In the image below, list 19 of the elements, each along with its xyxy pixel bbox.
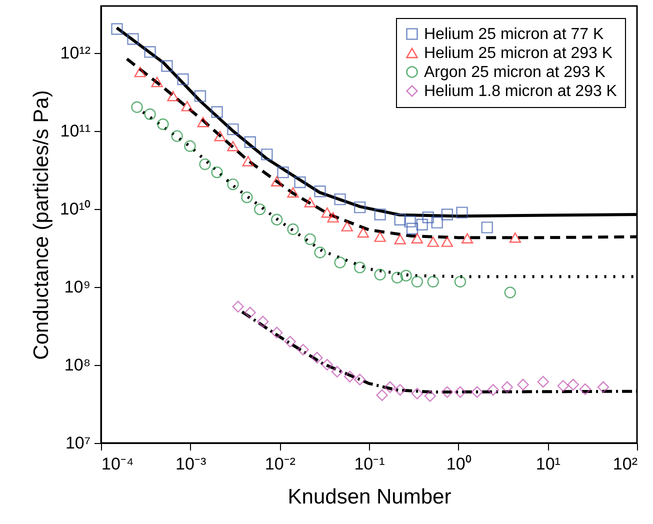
legend-label: Argon 25 micron at 293 K — [424, 64, 606, 81]
legend-label: Helium 25 micron at 77 K — [424, 26, 604, 43]
x-axis-title: Knudsen Number — [288, 486, 452, 508]
x-tick-label: 10⁻³ — [176, 454, 206, 474]
y-tick-label: 10¹² — [60, 43, 91, 62]
y-axis-title: Conductance (particles/s Pa) — [30, 90, 53, 360]
x-tick-label: 10⁻¹ — [354, 454, 386, 474]
y-tick-label: 10¹⁰ — [60, 199, 90, 218]
legend-label: Helium 1.8 micron at 293 K — [424, 83, 618, 100]
x-tick-label: 10⁻⁴ — [102, 454, 134, 474]
y-tick-label: 10⁹ — [64, 277, 90, 296]
legend-label: Helium 25 micron at 293 K — [424, 45, 613, 62]
x-tick-label: 10⁻² — [264, 454, 296, 474]
x-tick-label: 10¹ — [536, 454, 561, 474]
x-tick-label: 10⁰ — [446, 454, 472, 474]
x-tick-label: 10² — [612, 454, 638, 474]
y-tick-label: 10⁷ — [65, 434, 90, 452]
y-tick-label: 10⁸ — [64, 355, 90, 374]
y-tick-label: 10¹¹ — [60, 121, 91, 140]
